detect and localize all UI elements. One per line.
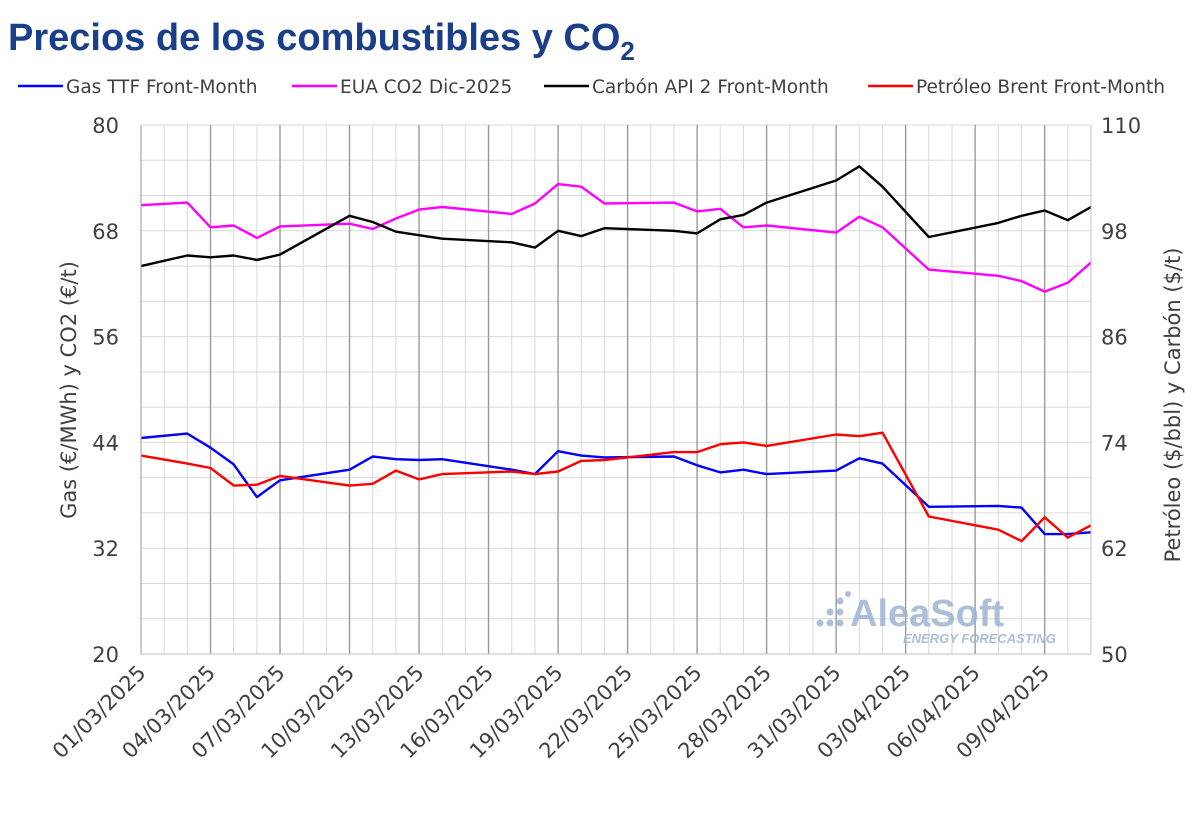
series-layer [140, 165, 1092, 543]
legend-label: Carbón API 2 Front-Month [592, 77, 829, 98]
chart-title-main: Precios de los combustibles y CO [8, 17, 620, 59]
y-tick-label: 56 [92, 326, 119, 350]
series-line [140, 165, 1092, 268]
y-tick-label: 32 [92, 537, 119, 561]
y2-tick-label: 74 [1101, 431, 1128, 455]
y2-tick-label: 110 [1101, 114, 1141, 138]
y-tick-label: 44 [92, 431, 119, 455]
watermark-dot [836, 619, 844, 627]
series-line [140, 431, 1092, 543]
legend-label: Gas TTF Front-Month [66, 77, 257, 98]
watermark-dot [836, 597, 844, 605]
y2-tick-label: 50 [1101, 643, 1128, 667]
y-tick-label: 80 [92, 114, 119, 138]
y-tick-label: 20 [92, 643, 119, 667]
legend-label: EUA CO2 Dic-2025 [340, 77, 512, 98]
y-tick-label: 68 [92, 220, 119, 244]
legend-label: Petróleo Brent Front-Month [916, 77, 1165, 98]
watermark-dot [826, 608, 834, 616]
series-line [140, 432, 1092, 536]
y-axis-label: Gas (€/MWh) y CO2 (€/t) [57, 261, 81, 519]
y2-tick-label: 98 [1101, 220, 1128, 244]
watermark-dot [845, 591, 851, 597]
series-line [140, 182, 1092, 293]
y2-tick-label: 86 [1101, 326, 1128, 350]
watermark-dot [826, 619, 834, 627]
watermark-text: AleaSoft [850, 593, 1004, 635]
watermark-subtext: ENERGY FORECASTING [903, 631, 1056, 646]
chart-title-subscript: 2 [620, 36, 634, 66]
axes: 203244566880506274869811001/03/202504/03… [48, 114, 1141, 763]
grid [140, 124, 1092, 655]
y2-tick-label: 62 [1101, 537, 1128, 561]
watermark-dot [836, 608, 844, 616]
watermark-dot [816, 619, 824, 627]
legend: Gas TTF Front-Month EUA CO2 Dic-2025 Carbó… [18, 77, 1165, 98]
y2-axis-label: Petróleo ($/bbl) y Carbón ($/t) [1161, 248, 1185, 563]
chart-title: Precios de los combustibles y CO2 [8, 17, 635, 66]
watermark: AleaSoft ENERGY FORECASTING [816, 591, 1056, 646]
